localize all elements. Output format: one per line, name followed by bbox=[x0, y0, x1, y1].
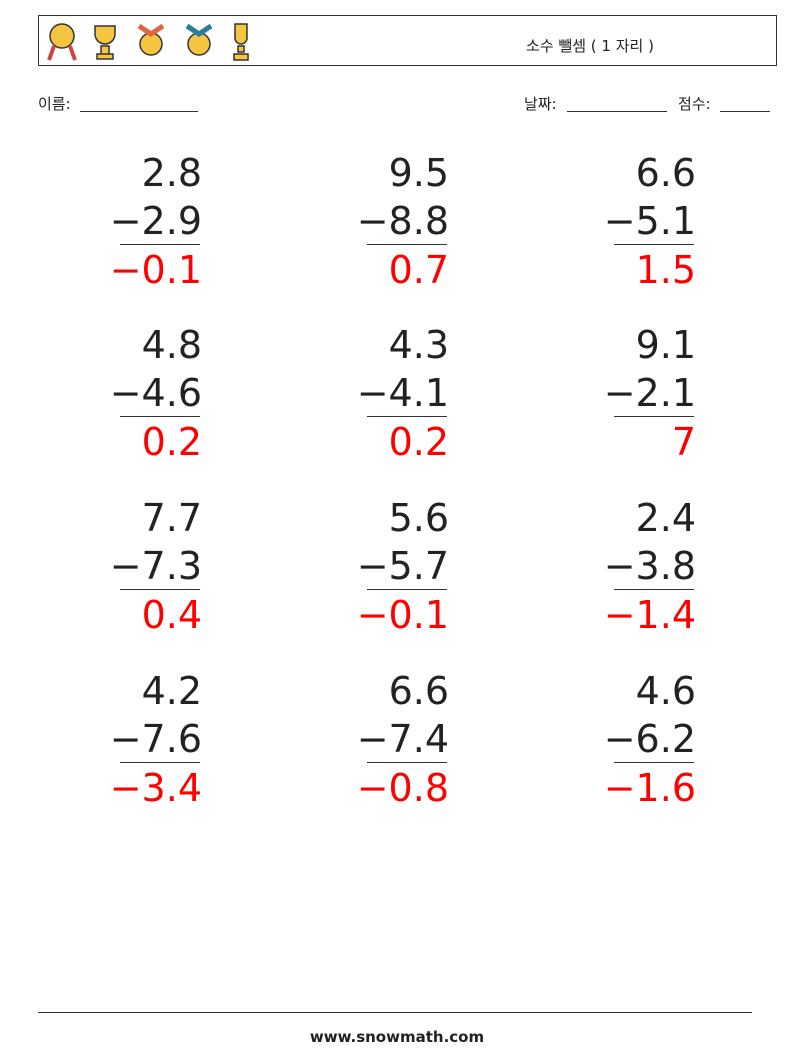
answer-rule bbox=[367, 416, 447, 417]
answer: 0.4 bbox=[141, 593, 202, 637]
answer: −0.8 bbox=[356, 766, 449, 810]
answer: −1.6 bbox=[603, 766, 696, 810]
answer-rule bbox=[367, 589, 447, 590]
minuend: 4.6 bbox=[635, 669, 696, 713]
minuend: 7.7 bbox=[141, 496, 202, 540]
footer-rule bbox=[38, 1012, 752, 1013]
answer: 1.5 bbox=[635, 248, 696, 292]
answer-rule bbox=[614, 244, 694, 245]
subtrahend: −2.9 bbox=[109, 199, 202, 243]
answer: −0.1 bbox=[109, 248, 202, 292]
subtrahend: −2.1 bbox=[603, 371, 696, 415]
score-label: 점수: bbox=[678, 95, 711, 113]
icons bbox=[47, 23, 249, 61]
answer-rule bbox=[120, 416, 200, 417]
answer-rule bbox=[120, 244, 200, 245]
subtrahend: −7.4 bbox=[356, 717, 449, 761]
subtrahend: −4.6 bbox=[109, 371, 202, 415]
answer: 7 bbox=[671, 420, 696, 464]
subtrahend: −6.2 bbox=[603, 717, 696, 761]
subtrahend: −7.6 bbox=[109, 717, 202, 761]
answer: 0.7 bbox=[388, 248, 449, 292]
minuend: 5.6 bbox=[388, 496, 449, 540]
answer-rule bbox=[614, 762, 694, 763]
answer-rule bbox=[120, 762, 200, 763]
answer-rule bbox=[367, 244, 447, 245]
score-blank bbox=[720, 111, 770, 112]
subtrahend: −3.8 bbox=[603, 544, 696, 588]
minuend: 2.8 bbox=[141, 151, 202, 195]
footer: www.snowmath.com bbox=[309, 1028, 485, 1046]
minuend: 4.8 bbox=[141, 323, 202, 367]
minuend: 9.5 bbox=[388, 151, 449, 195]
title: 소수 뺄셈 ( 1 자리 ) bbox=[526, 37, 654, 55]
subtrahend: −8.8 bbox=[356, 199, 449, 243]
header-box bbox=[38, 15, 777, 66]
subtrahend: −5.1 bbox=[603, 199, 696, 243]
answer-rule bbox=[367, 762, 447, 763]
minuend: 9.1 bbox=[635, 323, 696, 367]
minuend: 4.3 bbox=[388, 323, 449, 367]
minuend: 6.6 bbox=[388, 669, 449, 713]
answer: −1.4 bbox=[603, 593, 696, 637]
answer-rule bbox=[120, 589, 200, 590]
subtrahend: −7.3 bbox=[109, 544, 202, 588]
minuend: 4.2 bbox=[141, 669, 202, 713]
date-blank bbox=[567, 111, 667, 112]
answer-rule bbox=[614, 416, 694, 417]
minuend: 6.6 bbox=[635, 151, 696, 195]
subtrahend: −5.7 bbox=[356, 544, 449, 588]
answer: −0.1 bbox=[356, 593, 449, 637]
subtrahend: −4.1 bbox=[356, 371, 449, 415]
answer-rule bbox=[614, 589, 694, 590]
answer: 0.2 bbox=[141, 420, 202, 464]
name-label: 이름: bbox=[38, 95, 71, 113]
name-blank bbox=[80, 111, 198, 112]
answer: −3.4 bbox=[109, 766, 202, 810]
date-label: 날짜: bbox=[524, 95, 557, 113]
answer: 0.2 bbox=[388, 420, 449, 464]
minuend: 2.4 bbox=[635, 496, 696, 540]
